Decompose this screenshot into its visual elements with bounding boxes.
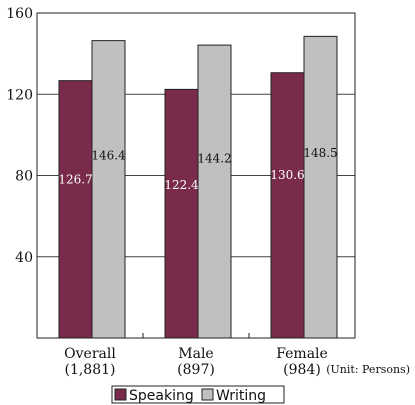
x-axis-category-labels: Overall(1,881) Male(897) Female(984) [64, 346, 328, 378]
unit-note: (Unit: Persons) [326, 363, 410, 376]
y-tick-label: 160 [6, 6, 33, 22]
legend: Speaking Writing [111, 385, 285, 404]
data-label: 122.4 [164, 178, 199, 192]
bar-writing [91, 40, 126, 339]
data-label: 144.2 [197, 151, 231, 165]
x-category-label: Female [276, 346, 328, 362]
plot-frame [36, 12, 356, 339]
y-tick-label: 120 [6, 87, 33, 103]
data-labels: 126.7 146.4 122.4 144.2 130.6 148.5 [58, 146, 337, 192]
x-category-count: (984) [283, 362, 321, 378]
data-label: 126.7 [58, 173, 92, 187]
bars [58, 35, 338, 339]
y-axis-tick-labels: 40 80 120 160 [6, 6, 33, 266]
bar-speaking [164, 88, 199, 339]
legend-swatch [114, 388, 127, 401]
x-category-label: Overall [64, 346, 116, 362]
legend-label: Speaking [129, 388, 194, 404]
x-category-count: (1,881) [64, 362, 115, 378]
x-category-count: (897) [177, 362, 215, 378]
bar-speaking [270, 72, 305, 339]
y-tick-label: 40 [15, 250, 33, 266]
y-tick-label: 80 [15, 169, 33, 185]
x-axis-ticks [142, 333, 250, 338]
legend-box [111, 385, 285, 404]
bar-writing [197, 44, 232, 339]
legend-label: Writing [216, 388, 266, 404]
data-label: 148.5 [303, 146, 337, 160]
legend-swatch [201, 388, 214, 401]
data-label: 146.4 [91, 149, 126, 163]
x-category-label: Male [178, 346, 213, 362]
bar-writing [303, 35, 338, 339]
data-label: 130.6 [270, 168, 304, 182]
bar-speaking [58, 80, 93, 339]
